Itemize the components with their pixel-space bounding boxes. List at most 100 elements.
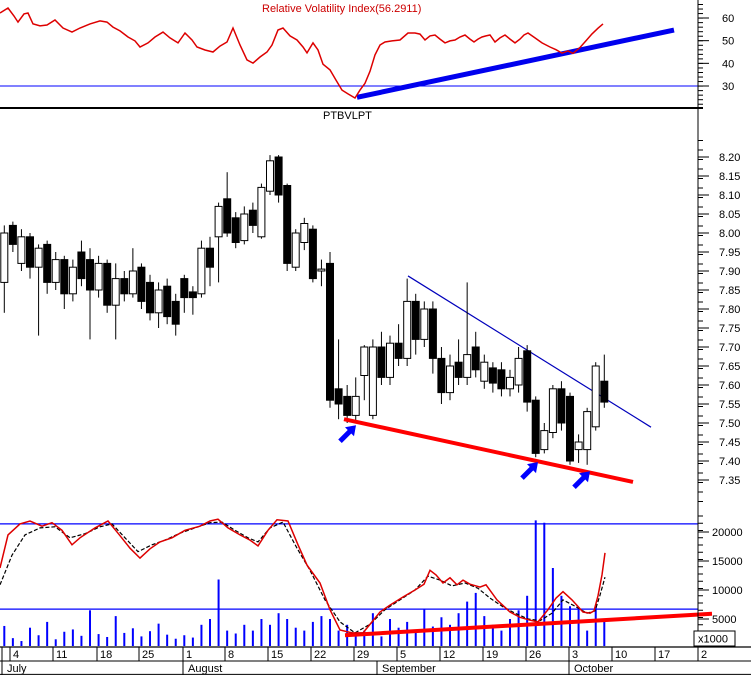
- candle: [257, 183, 266, 239]
- candle: [111, 263, 120, 340]
- rvi-panel-title: Relative Volatility Index(56.2911): [262, 3, 422, 15]
- month-label: August: [188, 663, 222, 675]
- candle: [223, 172, 232, 237]
- rvi-line: [0, 6, 604, 100]
- price-axis-label: 7.60: [719, 380, 740, 392]
- rvi-uptrend-line: [356, 27, 675, 100]
- candle: [317, 259, 326, 287]
- candle: [266, 155, 274, 195]
- month-label: October: [574, 663, 613, 675]
- candle: [351, 377, 360, 422]
- candle: [206, 236, 214, 287]
- candle: [68, 259, 77, 302]
- date-label: 17: [658, 649, 670, 661]
- price-axis-label: 7.90: [719, 266, 740, 278]
- candle: [334, 339, 343, 420]
- candle: [300, 217, 309, 251]
- candle: [368, 339, 377, 420]
- date-label: 8: [228, 649, 234, 661]
- price-axis-label: 7.40: [719, 456, 740, 468]
- candle: [600, 354, 609, 408]
- volume-multiplier-box: [693, 630, 736, 647]
- price-axis-label: 7.55: [719, 399, 740, 411]
- date-label: 2: [701, 649, 707, 661]
- candle: [146, 274, 154, 321]
- candle: [428, 301, 437, 374]
- candle: [120, 271, 129, 302]
- candle: [497, 362, 506, 397]
- candle: [163, 278, 172, 325]
- candle: [377, 331, 386, 385]
- volume-ma-red-line: [0, 518, 606, 634]
- date-label: 11: [56, 649, 67, 661]
- month-label: September: [382, 663, 436, 675]
- price-axis-label: 8.20: [719, 152, 740, 164]
- volume-multiplier-label: x1000: [698, 634, 728, 646]
- price-axis-label: 8.05: [719, 209, 740, 221]
- candle: [566, 392, 574, 465]
- candle: [51, 252, 60, 290]
- price-axis-label: 7.70: [719, 342, 740, 354]
- candle: [188, 286, 197, 315]
- candle: [471, 331, 480, 378]
- candle: [548, 385, 557, 439]
- price-axis-label: 7.35: [719, 475, 740, 487]
- candle: [557, 381, 566, 431]
- volume-axis-label: 15000: [712, 556, 743, 568]
- candle: [86, 248, 94, 340]
- candle: [197, 240, 206, 298]
- candle: [94, 255, 103, 298]
- date-label: 18: [100, 649, 112, 661]
- candle: [480, 354, 489, 389]
- blue-up-arrow-icon: [338, 425, 356, 444]
- candle: [437, 347, 446, 404]
- candle: [137, 263, 146, 309]
- date-label: 5: [400, 649, 406, 661]
- date-label: 12: [443, 649, 455, 661]
- candle: [343, 385, 352, 423]
- candle: [591, 362, 600, 431]
- candle: [291, 229, 300, 271]
- price-panel-title: PTBVLPT: [323, 110, 372, 122]
- date-label: 1: [186, 649, 192, 661]
- rvi-axis-label: 40: [722, 58, 734, 70]
- candle: [43, 240, 52, 294]
- date-label: 25: [142, 649, 154, 661]
- date-label: 3: [572, 649, 578, 661]
- price-axis-label: 7.65: [719, 361, 740, 373]
- candle: [446, 354, 454, 401]
- blue-up-arrow-icon: [572, 471, 590, 490]
- candle: [171, 293, 180, 336]
- candle: [583, 407, 592, 465]
- date-label: 29: [357, 649, 369, 661]
- candle: [531, 396, 540, 458]
- candle: [574, 434, 583, 463]
- candle: [60, 255, 69, 309]
- date-label: 10: [615, 649, 627, 661]
- volume-ma-dashed-line: [0, 521, 606, 634]
- price-axis-label: 7.80: [719, 304, 740, 316]
- date-label: 26: [529, 649, 541, 661]
- candle: [360, 345, 369, 401]
- date-label: 22: [314, 649, 326, 661]
- candle: [231, 212, 240, 249]
- panel-separator: [0, 107, 703, 109]
- candle: [463, 282, 472, 385]
- price-axis-label: 8.10: [719, 190, 740, 202]
- candle: [274, 155, 283, 203]
- candle: [283, 183, 292, 271]
- candle: [128, 248, 137, 298]
- candle: [103, 259, 112, 313]
- month-label: July: [7, 663, 27, 675]
- candle: [248, 202, 257, 233]
- candle: [17, 229, 26, 271]
- candle: [514, 347, 523, 393]
- candle: [0, 225, 9, 313]
- date-label: 15: [271, 649, 283, 661]
- price-axis-label: 7.75: [719, 323, 740, 335]
- candle: [308, 225, 317, 283]
- volume-uptrend-line: [344, 611, 713, 638]
- rvi-axis-label: 50: [722, 36, 734, 48]
